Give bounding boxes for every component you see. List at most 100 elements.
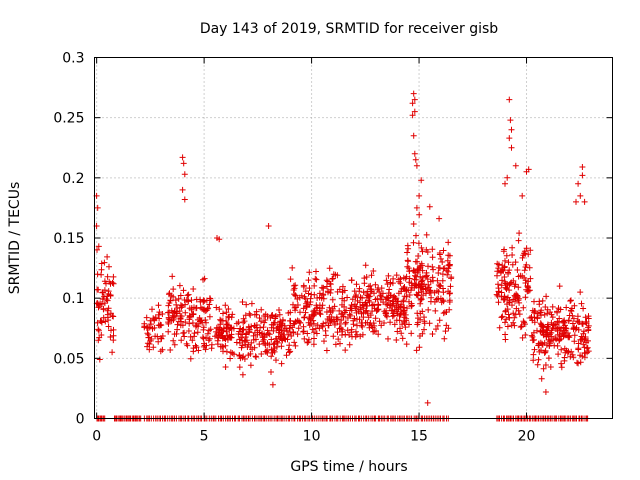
data-point [429,246,436,253]
data-point-peak [179,154,186,161]
data-point [505,311,512,318]
data-point [110,313,117,320]
x-tick-label: 0 [92,429,101,445]
data-point [341,297,348,304]
data-point [567,307,574,314]
data-point [176,282,183,289]
data-point-peak [181,171,188,178]
data-point [141,323,148,330]
data-point [266,341,273,348]
data-point [311,282,318,289]
data-point-peak [519,192,526,199]
data-point [401,318,407,325]
data-point [313,330,320,337]
data-point [310,341,317,348]
data-point [531,336,537,343]
data-point [568,297,574,304]
data-point [171,331,178,338]
data-point [503,252,510,259]
data-point [201,342,208,349]
data-point [505,270,512,277]
data-point [535,342,542,349]
data-point [318,284,325,291]
data-point [423,246,430,253]
data-point [192,323,199,330]
data-point [155,302,162,309]
data-point [206,335,213,342]
data-point [415,253,422,259]
data-point [585,348,592,355]
data-point [110,280,117,287]
data-point [570,354,577,361]
data-point [336,307,343,314]
data-point [412,269,419,276]
data-point [535,356,542,363]
data-point [288,333,295,339]
data-point [248,300,255,307]
data-point [165,302,172,309]
data-point [267,314,274,321]
data-point [365,297,372,304]
data-point [223,309,230,316]
data-point [579,335,586,342]
data-point [577,359,584,366]
data-point [146,346,153,353]
data-point [300,305,307,312]
data-point [103,280,109,287]
data-point [405,265,412,272]
data-point [95,301,102,308]
data-point [419,274,426,281]
data-point [354,316,360,323]
data-point [413,232,419,239]
data-point [358,310,365,317]
data-point [343,307,350,314]
data-point [378,322,385,329]
data-point [361,280,368,287]
data-point [585,327,592,334]
data-point [279,337,286,344]
data-point [98,260,105,267]
data-point [500,248,507,255]
data-point [247,312,254,319]
data-point [220,310,226,317]
data-point [348,277,355,284]
data-point-peak [413,204,420,211]
data-point [440,247,447,254]
data-point [180,330,187,337]
data-point [585,315,592,322]
data-point [264,327,271,334]
data-point [318,295,325,302]
data-point [380,299,387,306]
data-point [441,335,448,342]
data-point [419,330,426,337]
data-point [578,336,585,343]
data-point [190,286,197,292]
data-point [569,312,576,319]
data-point [405,245,412,252]
data-point [349,296,356,303]
data-point [498,289,505,296]
data-point [110,326,117,333]
data-point [421,314,427,321]
data-point [413,292,420,299]
data-point [186,312,193,319]
data-point [444,257,451,264]
data-point [509,302,515,309]
data-point [278,330,285,337]
data-point [174,305,181,312]
data-point [362,308,369,315]
data-point [270,321,277,328]
data-point [413,273,420,280]
data-point [149,306,155,313]
data-point [509,261,516,268]
data-point [495,299,502,306]
data-point [204,305,211,312]
data-point [304,299,311,306]
data-point [397,311,404,318]
data-point [575,346,582,353]
data-point [555,319,562,326]
data-point [404,249,411,256]
data-point [554,308,560,315]
data-point [304,330,311,337]
data-point [286,349,293,356]
